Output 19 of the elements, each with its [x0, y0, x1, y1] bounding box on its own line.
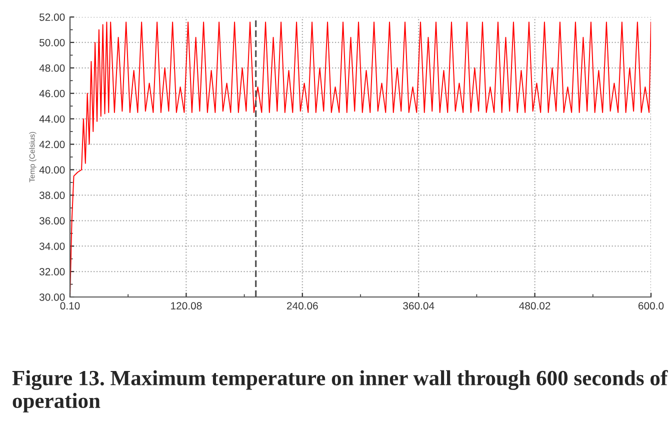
- y-tick-label: 40.00: [39, 166, 65, 174]
- y-tick-label: 46.00: [39, 90, 65, 98]
- x-tick-label: 360.04: [403, 302, 434, 310]
- y-tick-label: 36.00: [39, 217, 65, 225]
- caption: Figure 13. Maximum temperature on inner wall through 600 seconds of operation: [12, 370, 668, 412]
- y-tick-label: 42.00: [39, 140, 65, 148]
- y-tick-label: 32.00: [39, 268, 65, 276]
- x-tick-label: 240.06: [286, 302, 318, 310]
- y-tick-label: 44.00: [39, 115, 65, 123]
- x-tick-label: 600.0: [638, 302, 664, 310]
- y-tick-label: 52.00: [39, 14, 65, 21]
- x-tick-label: 120.08: [171, 302, 202, 310]
- y-tick-label: 34.00: [39, 242, 65, 250]
- y-tick-label: 50.00: [39, 38, 65, 46]
- x-tick-label: 0.10: [60, 302, 80, 310]
- y-tick-label: 38.00: [39, 192, 65, 200]
- y-tick-label: 30.00: [39, 294, 65, 301]
- y-tick-label: 48.00: [39, 64, 65, 72]
- x-tick-label: 480.02: [519, 302, 550, 310]
